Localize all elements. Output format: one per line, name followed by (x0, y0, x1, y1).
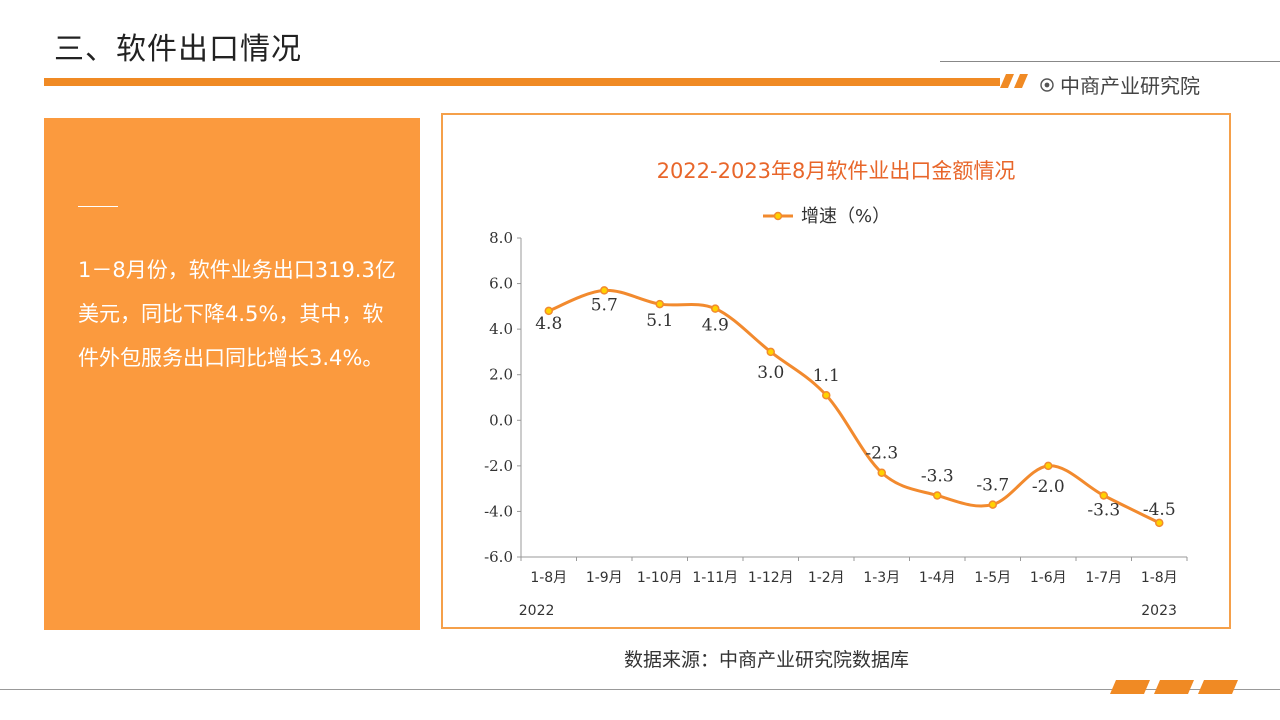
x-tick-label: 1-8月 (530, 570, 567, 586)
data-label: -4.5 (1143, 500, 1176, 520)
data-point (600, 286, 609, 295)
legend-label: 增速（%） (801, 206, 890, 227)
brand: 中商产业研究院 (1040, 70, 1200, 99)
line-chart: 8.0 6.0 4.0 2.0 0.0 -2.0 -4.0 -6.0 1-8月 1-9月 1-10月… (484, 206, 1188, 619)
x-tick-label: 1-7月 (1085, 570, 1122, 586)
footer-stripes-icon (1110, 680, 1238, 694)
x-tick-label: 1-6月 (1030, 570, 1067, 586)
x-tick-label: 1-10月 (637, 570, 683, 586)
data-label: -2.0 (1032, 477, 1065, 497)
data-point (544, 306, 553, 316)
x-tick-label: 1-5月 (974, 570, 1011, 586)
x-tick-label: 1-12月 (748, 570, 794, 586)
panel-rule (78, 206, 118, 207)
x-tick-label: 1-8月 (1141, 570, 1178, 586)
data-source: 数据来源：中商产业研究院数据库 (624, 649, 910, 671)
data-point (822, 390, 831, 400)
footer-line (0, 689, 1280, 690)
x-tick-label: 1-9月 (586, 570, 623, 586)
data-label: 5.1 (646, 311, 673, 331)
y-tick-label: 6.0 (489, 275, 513, 293)
brand-name: 中商产业研究院 (1060, 74, 1200, 98)
series-line (548, 288, 1160, 525)
header-thin-line (940, 61, 1280, 62)
x-tick-label: 1-4月 (919, 570, 956, 586)
data-point (1099, 491, 1108, 500)
y-tick-label: 0.0 (489, 411, 513, 429)
data-label: 1.1 (813, 366, 840, 386)
data-label: -3.7 (976, 476, 1009, 496)
data-point (1155, 518, 1164, 528)
data-label: 4.8 (535, 314, 562, 334)
data-label: -3.3 (1087, 500, 1120, 520)
data-point (711, 304, 720, 313)
year-label-start: 2022 (519, 603, 555, 619)
chart-title: 2022-2023年8月软件业出口金额情况 (656, 159, 1016, 183)
summary-panel: 1－8月份，软件业务出口319.3亿美元，同比下降4.5%，其中，软件外包服务出… (44, 118, 420, 630)
target-icon (1040, 77, 1054, 92)
year-label-end: 2023 (1141, 603, 1177, 619)
y-tick-label: -6.0 (484, 548, 513, 566)
title-accent-bar (44, 78, 1000, 86)
summary-text: 1－8月份，软件业务出口319.3亿美元，同比下降4.5%，其中，软件外包服务出… (78, 258, 396, 370)
y-tick-label: 2.0 (489, 366, 513, 384)
data-label: -2.3 (865, 444, 898, 464)
x-tick-label: 1-11月 (692, 570, 738, 586)
chart-container: 2022-2023年8月软件业出口金额情况 8.0 6.0 4.0 2.0 0.0 -2.… (441, 113, 1231, 629)
data-point (766, 347, 775, 357)
data-point (988, 500, 997, 509)
data-label: 5.7 (591, 295, 618, 315)
data-point (877, 468, 886, 477)
legend-marker (773, 211, 783, 221)
page-title: 三、软件出口情况 (54, 32, 302, 67)
y-tick-label: -4.0 (484, 502, 513, 520)
x-tick-label: 1-2月 (808, 570, 845, 586)
slash-decor-icon (1000, 74, 1028, 88)
x-tick-label: 1-3月 (863, 570, 900, 586)
data-point (655, 299, 664, 309)
y-tick-label: 4.0 (489, 320, 513, 338)
data-label: 3.0 (757, 363, 784, 383)
data-point (933, 491, 942, 500)
y-tick-label: -2.0 (484, 457, 513, 475)
y-tick-label: 8.0 (489, 229, 513, 247)
data-label: -3.3 (921, 466, 954, 486)
data-label: 4.9 (702, 316, 729, 336)
data-point (1044, 461, 1053, 471)
